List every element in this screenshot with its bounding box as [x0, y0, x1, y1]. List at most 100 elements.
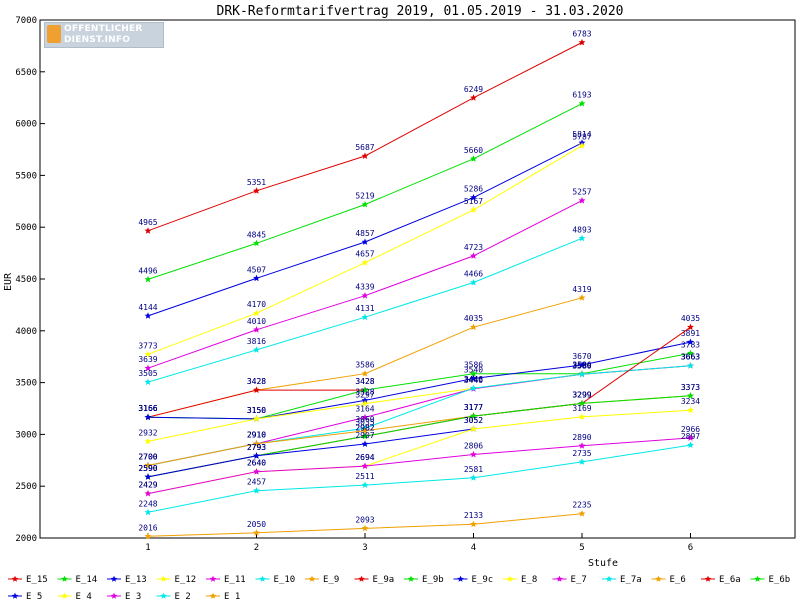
series-e-11: 3639 4010 4339 4723 5257	[138, 188, 592, 372]
data-point	[144, 473, 152, 480]
data-label: 3663	[681, 353, 700, 362]
data-label: 2982	[355, 423, 374, 432]
data-point	[470, 323, 477, 331]
data-label: 5257	[572, 188, 591, 197]
data-label: 5687	[355, 143, 374, 152]
data-point	[144, 364, 152, 372]
data-label: 3166	[138, 404, 157, 413]
data-label: 2910	[247, 431, 266, 440]
series-line	[147, 428, 474, 478]
data-label: 4319	[572, 285, 591, 294]
data-label: 4965	[138, 218, 157, 227]
data-point	[253, 309, 260, 317]
legend-label: E_7a	[620, 575, 642, 585]
legend-item: E_9	[305, 575, 339, 585]
data-point	[687, 441, 694, 448]
legend-item: E_6	[651, 575, 686, 585]
data-label: 2590	[138, 464, 157, 473]
y-tick-label: 4500	[15, 275, 37, 285]
data-label: 3373	[681, 383, 700, 392]
data-label: 3428	[355, 377, 374, 386]
data-label: 2735	[572, 449, 591, 458]
series-e-4: 2429 2640 2694 3052 3169 3234	[138, 397, 700, 497]
data-label: 3234	[681, 397, 700, 406]
data-point	[144, 489, 152, 497]
data-label: 3639	[138, 355, 157, 364]
x-tick-label: 1	[145, 543, 150, 553]
data-label: 3328	[355, 387, 374, 396]
legend-item: E_3	[107, 592, 141, 600]
data-label: 2806	[464, 441, 483, 450]
legend-label: E_8	[521, 575, 537, 585]
data-label: 5787	[572, 133, 591, 142]
data-label: 2248	[138, 499, 157, 508]
data-label: 3580	[572, 361, 591, 370]
legend-item: E_1	[206, 592, 240, 600]
data-point	[253, 326, 260, 333]
data-label: 2910	[247, 431, 266, 440]
series-line	[147, 444, 691, 513]
data-point	[253, 415, 260, 422]
data-label: 2429	[138, 481, 157, 490]
legend-marker	[61, 592, 68, 599]
y-tick-label: 3500	[15, 379, 37, 389]
data-point	[361, 427, 369, 434]
data-label: 3663	[681, 353, 700, 362]
data-label: 4857	[355, 229, 374, 238]
data-point	[361, 292, 369, 299]
series-e-13: 4144 4507 4857 5286 5814	[138, 130, 592, 319]
legend: E_15 E_14 E_13 E_12 E_11 E_10 E_9 E_9a E_9b E_9c E…	[8, 575, 790, 600]
data-label: 3446	[464, 375, 483, 384]
legend-item: E_9c	[453, 575, 493, 585]
data-point	[470, 425, 477, 432]
data-label: 4131	[355, 304, 374, 313]
data-label: 2016	[138, 523, 157, 532]
legend-label: E_7	[571, 575, 587, 585]
legend-label: E_4	[76, 592, 92, 600]
data-point	[470, 206, 477, 213]
data-point	[470, 474, 477, 481]
data-label: 2590	[138, 464, 157, 473]
data-label: 2700	[138, 452, 157, 461]
data-point	[361, 432, 369, 440]
legend-label: E_12	[175, 575, 197, 585]
data-point	[687, 338, 694, 345]
data-label: 3428	[355, 377, 374, 386]
data-label: 2457	[247, 478, 266, 487]
legend-label: E_9b	[422, 575, 444, 585]
legend-item: E_14	[57, 575, 97, 585]
y-tick-label: 7000	[15, 16, 37, 26]
data-label: 2907	[355, 431, 374, 440]
data-point	[470, 374, 477, 382]
data-label: 5286	[464, 185, 483, 194]
data-label: 2694	[355, 453, 374, 462]
data-label: 2694	[355, 453, 374, 462]
data-label: 6783	[572, 29, 591, 38]
y-tick-label: 3000	[15, 430, 37, 440]
legend-item: E_11	[206, 575, 246, 585]
data-label: 5167	[464, 197, 483, 206]
data-label: 5660	[464, 146, 483, 155]
data-point	[578, 442, 586, 449]
legend-marker	[160, 592, 167, 599]
data-label: 4170	[247, 300, 266, 309]
data-label: 3150	[247, 406, 266, 415]
series-e-3: 2429 2640 2694 2806 2890 2966	[138, 425, 700, 497]
data-label: 4035	[464, 314, 483, 323]
data-point	[470, 278, 477, 286]
legend-label: E_13	[125, 575, 147, 585]
data-label: 3540	[464, 365, 483, 374]
y-tick-label: 5500	[15, 171, 37, 181]
data-point	[578, 142, 586, 149]
data-point	[144, 275, 152, 283]
data-label: 3580	[572, 361, 591, 370]
data-point	[361, 370, 369, 377]
data-label: 3177	[464, 403, 483, 412]
legend-item: E_12	[156, 575, 197, 585]
legend-marker	[11, 575, 19, 582]
legend-label: E_6a	[719, 575, 741, 585]
data-point	[470, 252, 477, 259]
data-point	[578, 510, 586, 517]
legend-item: E_6b	[750, 575, 790, 585]
